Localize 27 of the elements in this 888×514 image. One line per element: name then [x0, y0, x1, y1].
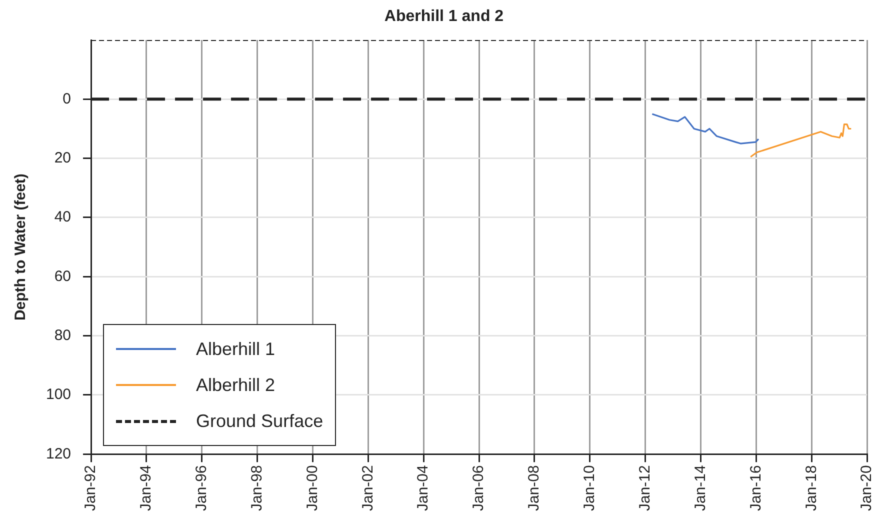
- x-tick-label: Jan-12: [636, 465, 654, 512]
- x-tick-label: Jan-08: [526, 465, 543, 512]
- y-axis-title: Depth to Water (feet): [12, 174, 30, 321]
- y-tick-label: 60: [54, 268, 72, 285]
- x-tick-label: Jan-94: [138, 465, 155, 512]
- x-tick-label: Jan-06: [470, 465, 488, 512]
- x-tick-label: Jan-92: [82, 465, 100, 512]
- y-tick-label: 100: [46, 386, 72, 404]
- x-tick-label: Jan-14: [692, 465, 709, 512]
- y-tick-label: 0: [62, 90, 72, 108]
- legend-label: Alberhill 1: [196, 338, 276, 360]
- y-tick-label: 80: [54, 326, 72, 344]
- x-tick-label: Jan-04: [414, 465, 432, 512]
- x-tick-label: Jan-16: [747, 465, 764, 512]
- legend-label: Ground Surface: [196, 410, 324, 432]
- y-tick-label: 40: [54, 208, 72, 226]
- x-tick-label: Jan-98: [248, 465, 266, 512]
- y-tick-label: 20: [54, 149, 72, 166]
- x-tick-label: Jan-96: [193, 465, 210, 512]
- legend-label: Alberhill 2: [196, 374, 276, 396]
- chart-title: Aberhill 1 and 2: [383, 8, 505, 26]
- x-tick-label: Jan-00: [304, 465, 321, 512]
- x-tick-label: Jan-18: [802, 465, 820, 512]
- x-tick-label: Jan-10: [581, 465, 598, 512]
- y-tick-label: 120: [46, 445, 72, 462]
- x-tick-label: Jan-02: [359, 465, 376, 512]
- x-tick-label: Jan-20: [858, 465, 876, 512]
